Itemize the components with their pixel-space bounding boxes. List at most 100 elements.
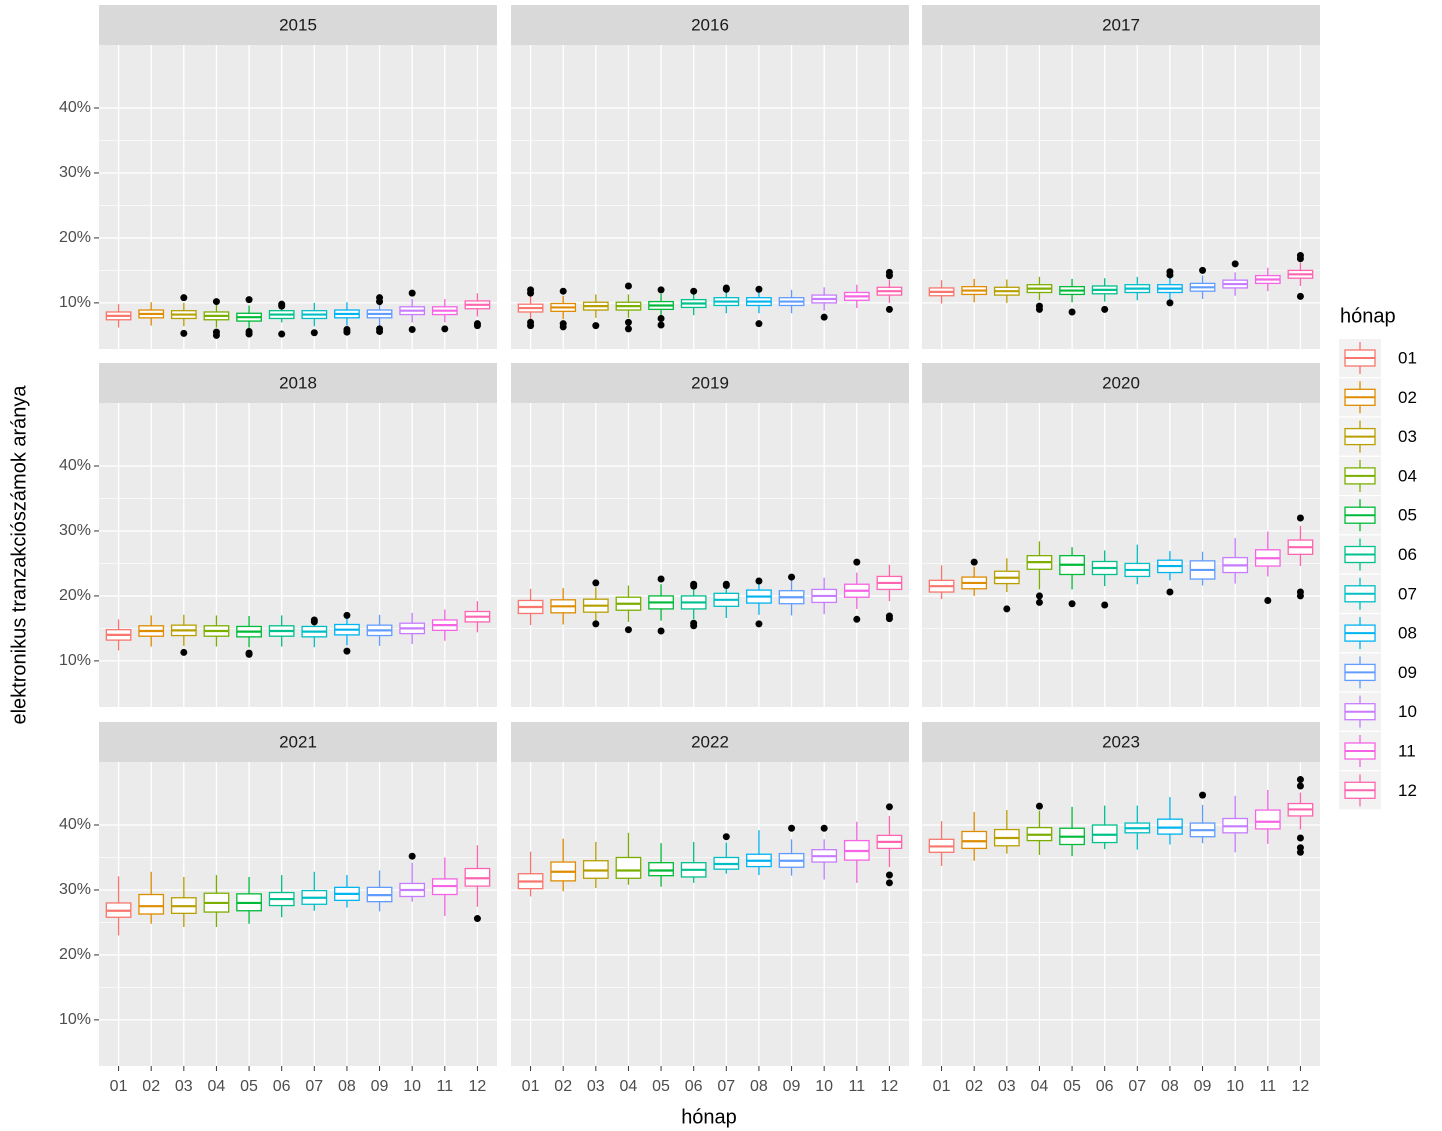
box bbox=[1254, 809, 1281, 830]
strip-label: 2019 bbox=[691, 373, 729, 392]
outlier bbox=[853, 615, 861, 623]
legend-label: 04 bbox=[1398, 466, 1417, 485]
outlier bbox=[755, 620, 763, 628]
x-tick-label: 05 bbox=[1063, 1078, 1081, 1095]
x-tick-label: 08 bbox=[1161, 1078, 1179, 1095]
x-tick-label: 04 bbox=[1031, 1078, 1049, 1095]
outlier bbox=[343, 647, 351, 655]
outlier bbox=[527, 318, 535, 326]
outlier bbox=[1296, 292, 1304, 300]
panel bbox=[922, 45, 1320, 349]
x-tick-label: 02 bbox=[965, 1078, 983, 1095]
x-tick-label: 09 bbox=[371, 1078, 389, 1095]
outlier bbox=[278, 330, 286, 338]
x-tick-label: 12 bbox=[469, 1078, 487, 1095]
strip-label: 2020 bbox=[1102, 373, 1140, 392]
y-tick-label: 10% bbox=[59, 1011, 91, 1028]
outlier bbox=[820, 313, 828, 321]
outlier bbox=[624, 282, 632, 290]
outlier bbox=[212, 328, 220, 336]
outlier bbox=[1296, 776, 1304, 784]
legend-label: 10 bbox=[1398, 702, 1417, 721]
legend-label: 01 bbox=[1398, 348, 1417, 367]
outlier bbox=[1035, 592, 1043, 600]
outlier bbox=[788, 824, 796, 832]
x-tick-label: 06 bbox=[685, 1078, 703, 1095]
y-tick-label: 10% bbox=[59, 294, 91, 311]
strip-label: 2023 bbox=[1102, 732, 1140, 751]
outlier bbox=[212, 298, 220, 306]
panel bbox=[511, 762, 909, 1066]
legend-label: 02 bbox=[1398, 388, 1417, 407]
x-tick-label: 03 bbox=[587, 1078, 605, 1095]
outlier bbox=[245, 296, 253, 304]
x-tick-label: 07 bbox=[717, 1078, 735, 1095]
outlier bbox=[853, 558, 861, 566]
strip bbox=[922, 363, 1320, 403]
outlier bbox=[1199, 791, 1207, 799]
strip bbox=[99, 5, 497, 45]
x-tick-label: 10 bbox=[1226, 1078, 1244, 1095]
outlier bbox=[885, 879, 893, 887]
strip-label: 2016 bbox=[691, 15, 729, 34]
outlier bbox=[559, 320, 567, 328]
outlier bbox=[1231, 260, 1239, 268]
outlier bbox=[885, 305, 893, 313]
outlier bbox=[1101, 601, 1109, 609]
y-tick-label: 10% bbox=[59, 652, 91, 669]
box bbox=[615, 856, 642, 879]
strip bbox=[922, 722, 1320, 762]
outlier bbox=[180, 329, 188, 337]
outlier bbox=[885, 803, 893, 811]
outlier bbox=[1035, 305, 1043, 313]
strip bbox=[99, 722, 497, 762]
x-tick-label: 10 bbox=[403, 1078, 421, 1095]
outlier bbox=[376, 298, 384, 306]
outlier bbox=[245, 327, 253, 335]
panel bbox=[99, 45, 497, 349]
outlier bbox=[473, 320, 481, 328]
x-axis-title: hónap bbox=[681, 1106, 737, 1128]
panel bbox=[922, 403, 1320, 707]
outlier bbox=[657, 286, 665, 294]
outlier bbox=[1296, 255, 1304, 263]
legend-label: 06 bbox=[1398, 545, 1417, 564]
legend-label: 05 bbox=[1398, 506, 1417, 525]
x-tick-label: 11 bbox=[1259, 1078, 1276, 1095]
x-tick-label: 01 bbox=[522, 1078, 540, 1095]
outlier bbox=[1101, 305, 1109, 313]
outlier bbox=[278, 302, 286, 310]
x-tick-label: 11 bbox=[436, 1078, 453, 1095]
strip bbox=[922, 5, 1320, 45]
outlier bbox=[592, 322, 600, 330]
strip-label: 2018 bbox=[279, 373, 317, 392]
x-tick-label: 04 bbox=[620, 1078, 638, 1095]
outlier bbox=[527, 289, 535, 297]
outlier bbox=[1264, 596, 1272, 604]
outlier bbox=[657, 321, 665, 329]
strip-label: 2015 bbox=[279, 15, 317, 34]
outlier bbox=[441, 325, 449, 333]
outlier bbox=[657, 627, 665, 635]
strip-label: 2021 bbox=[279, 732, 317, 751]
outlier bbox=[885, 272, 893, 280]
outlier bbox=[624, 325, 632, 333]
y-tick-label: 40% bbox=[59, 816, 91, 833]
outlier bbox=[624, 318, 632, 326]
strip bbox=[99, 363, 497, 403]
x-tick-label: 05 bbox=[240, 1078, 258, 1095]
panel bbox=[99, 762, 497, 1066]
x-tick-label: 09 bbox=[783, 1078, 801, 1095]
outlier bbox=[690, 582, 698, 590]
outlier bbox=[559, 287, 567, 295]
y-tick-label: 20% bbox=[59, 946, 91, 963]
outlier bbox=[245, 650, 253, 658]
outlier bbox=[1035, 802, 1043, 810]
outlier bbox=[408, 326, 416, 334]
x-tick-label: 06 bbox=[273, 1078, 291, 1095]
outlier bbox=[310, 618, 318, 626]
outlier bbox=[1296, 782, 1304, 790]
outlier bbox=[180, 648, 188, 656]
outlier bbox=[1199, 266, 1207, 274]
